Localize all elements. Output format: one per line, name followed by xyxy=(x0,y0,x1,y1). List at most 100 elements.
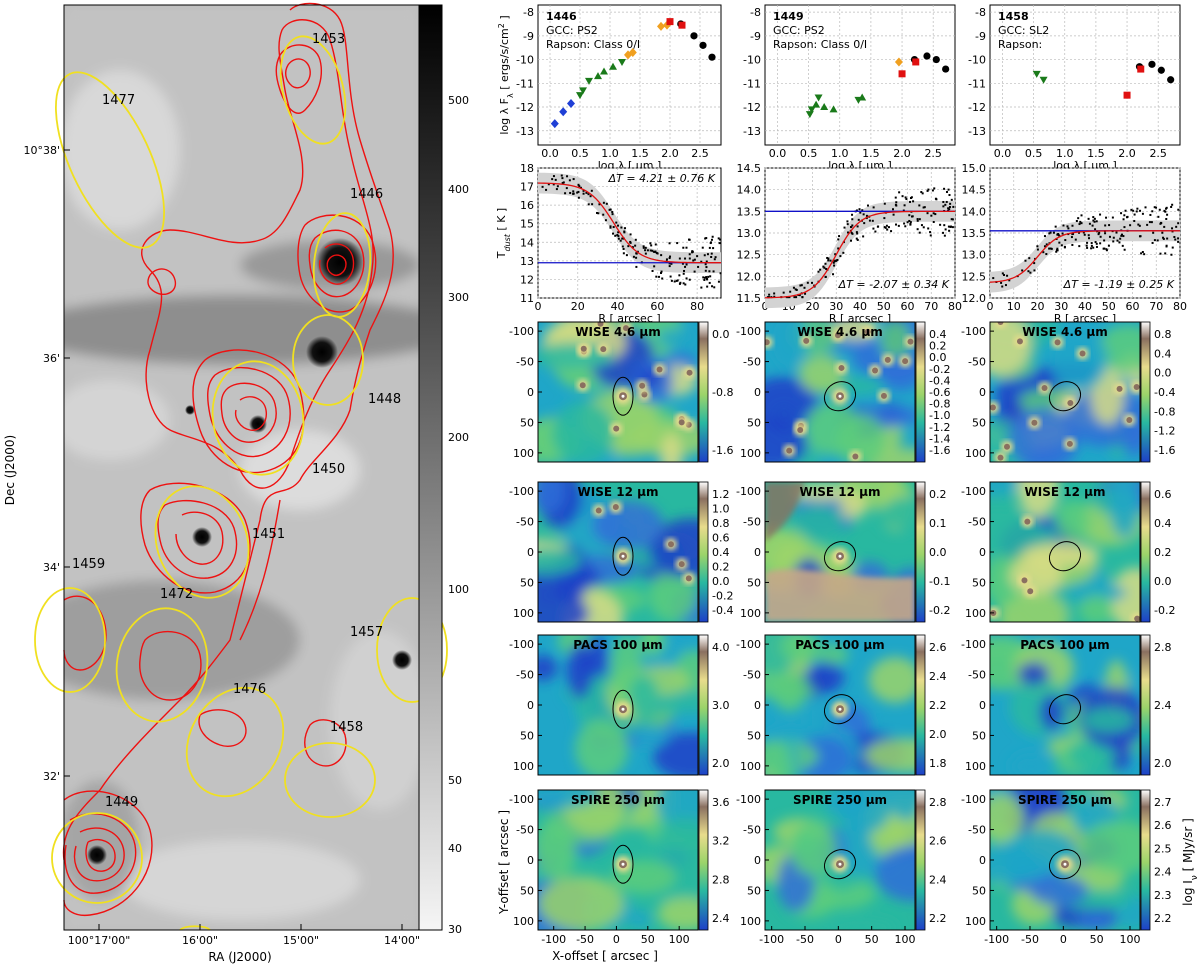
band-label: WISE 12 μm xyxy=(578,485,659,499)
temp-point xyxy=(1146,223,1149,226)
temp-ytick: 12.0 xyxy=(962,292,987,305)
map-ytick: 50 xyxy=(747,416,761,429)
temp-point xyxy=(1060,244,1063,247)
temp-point xyxy=(1001,285,1004,288)
temp-point xyxy=(1123,226,1126,229)
map-colorbar-tick: 2.8 xyxy=(1154,641,1172,654)
temp-point xyxy=(1108,235,1111,238)
temp-point xyxy=(1049,231,1052,234)
temp-fit-curve xyxy=(989,230,1180,283)
temp-point xyxy=(895,201,898,204)
temp-point xyxy=(561,177,564,180)
map-colorbar-tick: 2.4 xyxy=(929,670,947,683)
map-colorbar-tick: 0.2 xyxy=(712,561,730,574)
map-colorbar-tick: -0.2 xyxy=(929,604,950,617)
temp-point xyxy=(611,211,614,214)
temp-point xyxy=(577,196,580,199)
temp-point xyxy=(560,174,563,177)
temp-xtick: 10 xyxy=(1007,300,1021,313)
sed-point xyxy=(814,94,823,102)
temp-point xyxy=(1095,242,1098,245)
temp-point xyxy=(829,259,832,262)
map-xtick: 0 xyxy=(1060,933,1067,946)
temp-point xyxy=(1092,216,1095,219)
sed-point xyxy=(1167,76,1175,84)
temp-point xyxy=(1095,220,1098,223)
map-image xyxy=(765,790,915,930)
temp-point xyxy=(921,192,924,195)
temp-point xyxy=(833,260,836,263)
temp-profile-panel-3: 12.0 12.5 13.0 13.5 14.0 14.5 15.0 0 10 20 30 40 50 6… xyxy=(962,162,1188,325)
dec-tick: 10°38' xyxy=(23,144,60,157)
source-label: 1477 xyxy=(102,93,135,108)
map-ytick: -100 xyxy=(961,485,986,498)
sed-ytick: -10 xyxy=(516,54,534,67)
temp-point xyxy=(909,223,912,226)
sed-ytick: -12 xyxy=(516,101,534,114)
temp-point xyxy=(877,225,880,228)
sky-map-image xyxy=(64,5,419,930)
temp-point xyxy=(565,187,568,190)
temp-point xyxy=(909,200,912,203)
temp-point xyxy=(644,246,647,249)
temp-point xyxy=(1088,222,1091,225)
temp-point xyxy=(596,211,599,214)
temp-point xyxy=(1171,203,1174,206)
sed-ytick: -8 xyxy=(750,6,761,19)
dec-tick: 32' xyxy=(43,770,60,783)
temp-point xyxy=(1155,206,1158,209)
temp-point xyxy=(692,259,695,262)
temp-point xyxy=(697,265,700,268)
temp-point xyxy=(947,225,950,228)
map-colorbar-tick: 0.6 xyxy=(1154,488,1172,501)
temp-point xyxy=(703,254,706,257)
temp-point xyxy=(822,265,825,268)
sed-point xyxy=(594,72,602,80)
temp-point xyxy=(676,279,679,282)
map-colorbar-tick: 3.2 xyxy=(712,835,730,848)
temp-point xyxy=(629,233,632,236)
map-colorbar-tick: 3.0 xyxy=(712,699,730,712)
temp-xtick: 40 xyxy=(853,300,867,313)
temp-point xyxy=(886,228,889,231)
temp-point xyxy=(552,175,555,178)
temp-point xyxy=(916,228,919,231)
source-label: 1446 xyxy=(350,187,383,202)
colorbar-tick: 100 xyxy=(448,583,469,596)
map-ytick: -100 xyxy=(736,793,761,806)
temp-point xyxy=(1177,208,1180,211)
aperture-ellipse xyxy=(823,381,857,412)
sed-point xyxy=(898,70,906,78)
temp-point xyxy=(554,178,557,181)
temp-point xyxy=(631,246,634,249)
sed-gcc-class: GCC: PS2 xyxy=(773,24,825,37)
map-colorbar-tick: 2.0 xyxy=(712,757,730,770)
temp-point xyxy=(948,194,951,197)
temp-point xyxy=(688,257,691,260)
map-ytick: -50 xyxy=(743,824,761,837)
temp-point xyxy=(892,213,895,216)
temp-point xyxy=(1108,224,1111,227)
temp-ytick: 14.5 xyxy=(737,162,762,175)
map-colorbar-tick: 2.6 xyxy=(929,641,947,654)
temp-point xyxy=(1058,241,1061,244)
temp-point xyxy=(922,206,925,209)
temp-point xyxy=(712,247,715,250)
temp-point xyxy=(1120,234,1123,237)
temp-point xyxy=(1008,279,1011,282)
temp-point xyxy=(863,222,866,225)
temp-point xyxy=(665,258,668,261)
temp-point xyxy=(572,192,575,195)
map-xtick: 50 xyxy=(865,933,879,946)
temp-fit-band xyxy=(990,220,1180,293)
temp-ytick: 11 xyxy=(520,292,534,305)
temp-ytick: 12.5 xyxy=(962,270,987,283)
map-panel-2-1: WISE 12 μm 100 50 0 -50 -100 1.2 1.00.8 0.60.4 0.… xyxy=(509,481,733,623)
temp-point xyxy=(895,223,898,226)
temp-point xyxy=(1116,239,1119,242)
temp-point xyxy=(582,189,585,192)
map-colorbar-tick: 0.6 xyxy=(712,532,730,545)
map-colorbar-tick: 2.8 xyxy=(929,796,947,809)
band-label: WISE 4.6 μm xyxy=(575,325,661,339)
temp-point xyxy=(912,200,915,203)
